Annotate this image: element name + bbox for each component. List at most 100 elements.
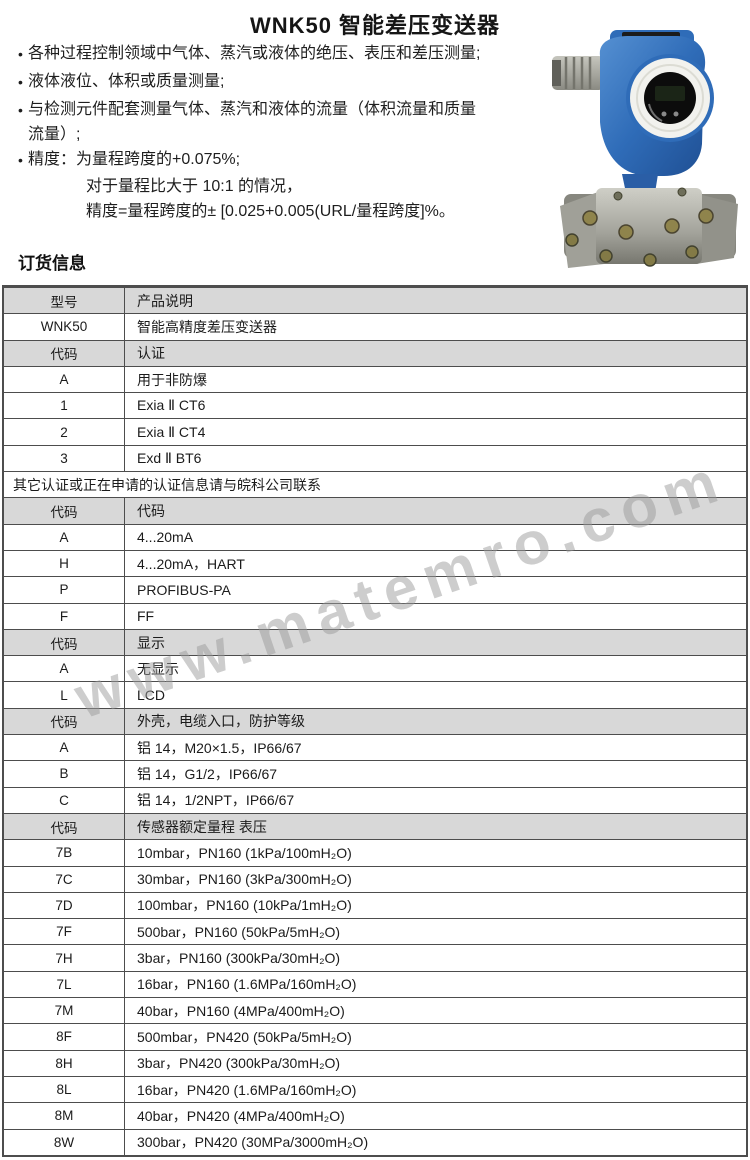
feature-line: • 精度：为量程跨度的+0.075%; bbox=[0, 146, 548, 174]
table-row: A 用于非防爆 bbox=[4, 365, 746, 393]
row-desc-cell: Exd Ⅱ BT6 bbox=[137, 449, 202, 466]
row-code-cell: WNK50 bbox=[4, 314, 125, 340]
row-code-cell: 8F bbox=[4, 1024, 125, 1050]
feature-list: • 各种过程控制领域中气体、蒸汽或液体的绝压、表压和差压测量; • 液体液位、体… bbox=[0, 40, 548, 224]
cable-gland-icon bbox=[552, 56, 604, 90]
row-code-cell: 代码 bbox=[4, 708, 125, 735]
table-row: WNK50 智能高精度差压变送器 bbox=[4, 313, 746, 340]
row-code-cell: 7F bbox=[4, 919, 125, 945]
row-desc-cell: 无显示 bbox=[137, 660, 179, 677]
row-code-cell: 代码 bbox=[4, 813, 125, 840]
table-row: 1 Exia Ⅱ CT6 bbox=[4, 392, 746, 419]
feature-text: 各种过程控制领域中气体、蒸汽或液体的绝压、表压和差压测量; bbox=[28, 45, 481, 62]
row-desc-cell: 用于非防爆 bbox=[137, 371, 207, 388]
row-code-cell: H bbox=[4, 550, 125, 577]
row-code-cell: 2 bbox=[4, 419, 125, 445]
row-code-cell: 8L bbox=[4, 1076, 125, 1103]
row-desc-cell: LCD bbox=[137, 687, 166, 704]
row-desc-cell: 4...20mA bbox=[137, 529, 194, 546]
table-row: 型号 产品说明 bbox=[4, 287, 746, 314]
row-desc-cell: 500bar，PN160 (50kPa/5mH₂O) bbox=[137, 923, 341, 940]
table-row: 代码 显示 bbox=[4, 628, 746, 656]
feature-line: • 液体液位、体积或质量测量; bbox=[0, 68, 548, 96]
row-code-cell: B bbox=[4, 761, 125, 787]
row-code-cell: L bbox=[4, 682, 125, 708]
row-desc-cell: 产品说明 bbox=[137, 292, 193, 309]
table-row: C 铝 14，1/2NPT，IP66/67 bbox=[4, 786, 746, 813]
row-code-cell: A bbox=[4, 366, 125, 393]
row-code-cell: C bbox=[4, 787, 125, 813]
row-desc-cell: 智能高精度差压变送器 bbox=[137, 318, 277, 335]
row-desc-cell: 代码 bbox=[137, 503, 165, 520]
feature-text: 与检测元件配套测量气体、蒸汽和液体的流量（体积流量和质量 bbox=[28, 101, 477, 118]
row-desc-cell: 铝 14，1/2NPT，IP66/67 bbox=[137, 792, 295, 809]
flange-assembly bbox=[560, 187, 738, 268]
feature-text: 对于量程比大于 10:1 的情况， bbox=[86, 178, 303, 195]
table-row: 3 Exd Ⅱ BT6 bbox=[4, 444, 746, 472]
row-code-cell: 7M bbox=[4, 998, 125, 1024]
table-row: A 4...20mA bbox=[4, 523, 746, 550]
row-desc-cell: 显示 bbox=[137, 634, 165, 651]
bullet-icon: • bbox=[18, 46, 23, 62]
feature-text: 精度：为量程跨度的+0.075%; bbox=[28, 151, 241, 168]
row-desc-cell: 30mbar，PN160 (3kPa/300mH₂O) bbox=[137, 871, 352, 888]
row-desc-cell: 铝 14，G1/2，IP66/67 bbox=[137, 765, 278, 782]
row-code-cell: 8H bbox=[4, 1050, 125, 1076]
product-photo bbox=[552, 30, 738, 268]
table-row: 8F 500mbar，PN420 (50kPa/5mH₂O) bbox=[4, 1023, 746, 1050]
row-desc-cell: 10mbar，PN160 (1kPa/100mH₂O) bbox=[137, 844, 352, 861]
row-desc-cell: 认证 bbox=[137, 345, 165, 362]
table-row: 8H 3bar，PN420 (300kPa/30mH₂O) bbox=[4, 1049, 746, 1076]
ordering-table: 型号 产品说明 WNK50 智能高精度差压变送器 代码 认证 A 用于非防爆 1… bbox=[2, 285, 748, 1157]
row-code-cell: F bbox=[4, 603, 125, 629]
bullet-icon: • bbox=[18, 102, 23, 118]
row-desc-cell: 外壳，电缆入口，防护等级 bbox=[137, 713, 305, 730]
table-row: 代码 代码 bbox=[4, 497, 746, 524]
row-code-cell: 代码 bbox=[4, 629, 125, 656]
feature-text: 流量）; bbox=[28, 126, 81, 143]
row-code-cell: A bbox=[4, 656, 125, 682]
row-code-cell: 代码 bbox=[4, 340, 125, 366]
table-row: A 无显示 bbox=[4, 655, 746, 682]
feature-line: 对于量程比大于 10:1 的情况， bbox=[0, 174, 548, 199]
row-desc-cell: Exia Ⅱ CT4 bbox=[137, 423, 206, 440]
row-code-cell: 1 bbox=[4, 393, 125, 419]
table-row: 2 Exia Ⅱ CT4 bbox=[4, 418, 746, 445]
row-code-cell: 8M bbox=[4, 1103, 125, 1129]
row-code-cell: 7B bbox=[4, 840, 125, 866]
feature-line: 精度=量程跨度的± [0.025+0.005(URL/量程跨度]%。 bbox=[0, 199, 548, 224]
bullet-icon: • bbox=[18, 74, 23, 90]
bullet-icon: • bbox=[18, 152, 23, 168]
table-row: 其它认证或正在申请的认证信息请与皖科公司联系 bbox=[4, 471, 746, 497]
table-row: 8M 40bar，PN420 (4MPa/400mH₂O) bbox=[4, 1102, 746, 1129]
section-heading-ordering: 订货信息 bbox=[18, 254, 86, 273]
row-code-cell: A bbox=[4, 735, 125, 761]
table-row: 8L 16bar，PN420 (1.6MPa/160mH₂O) bbox=[4, 1075, 746, 1103]
row-desc-cell: 500mbar，PN420 (50kPa/5mH₂O) bbox=[137, 1028, 352, 1045]
table-row: P PROFIBUS-PA bbox=[4, 576, 746, 603]
table-row: F FF bbox=[4, 602, 746, 629]
feature-text: 精度=量程跨度的± [0.025+0.005(URL/量程跨度]%。 bbox=[86, 203, 455, 220]
row-desc-cell: 铝 14，M20×1.5，IP66/67 bbox=[137, 739, 302, 756]
row-desc-cell: 300bar，PN420 (30MPa/3000mH₂O) bbox=[137, 1134, 369, 1151]
row-code-cell: 型号 bbox=[4, 288, 125, 314]
row-code-cell: 8W bbox=[4, 1129, 125, 1155]
table-row: 7H 3bar，PN160 (300kPa/30mH₂O) bbox=[4, 944, 746, 971]
row-code-cell: 7C bbox=[4, 866, 125, 892]
row-desc-cell: 3bar，PN160 (300kPa/30mH₂O) bbox=[137, 950, 341, 967]
row-code-cell: 3 bbox=[4, 445, 125, 472]
table-row: L LCD bbox=[4, 681, 746, 708]
table-row: 代码 传感器额定量程 表压 bbox=[4, 812, 746, 840]
row-desc-cell: 传感器额定量程 表压 bbox=[137, 818, 267, 835]
row-desc-cell: 4...20mA，HART bbox=[137, 555, 245, 572]
table-row: 8W 300bar，PN420 (30MPa/3000mH₂O) bbox=[4, 1128, 746, 1155]
table-row: 7F 500bar，PN160 (50kPa/5mH₂O) bbox=[4, 918, 746, 945]
feature-line: 流量）; bbox=[0, 124, 548, 146]
row-code-cell: 代码 bbox=[4, 498, 125, 524]
row-code-cell: P bbox=[4, 577, 125, 603]
table-row: 7C 30mbar，PN160 (3kPa/300mH₂O) bbox=[4, 865, 746, 892]
table-row: H 4...20mA，HART bbox=[4, 549, 746, 577]
table-row: B 铝 14，G1/2，IP66/67 bbox=[4, 760, 746, 787]
row-desc-cell: Exia Ⅱ CT6 bbox=[137, 397, 206, 414]
